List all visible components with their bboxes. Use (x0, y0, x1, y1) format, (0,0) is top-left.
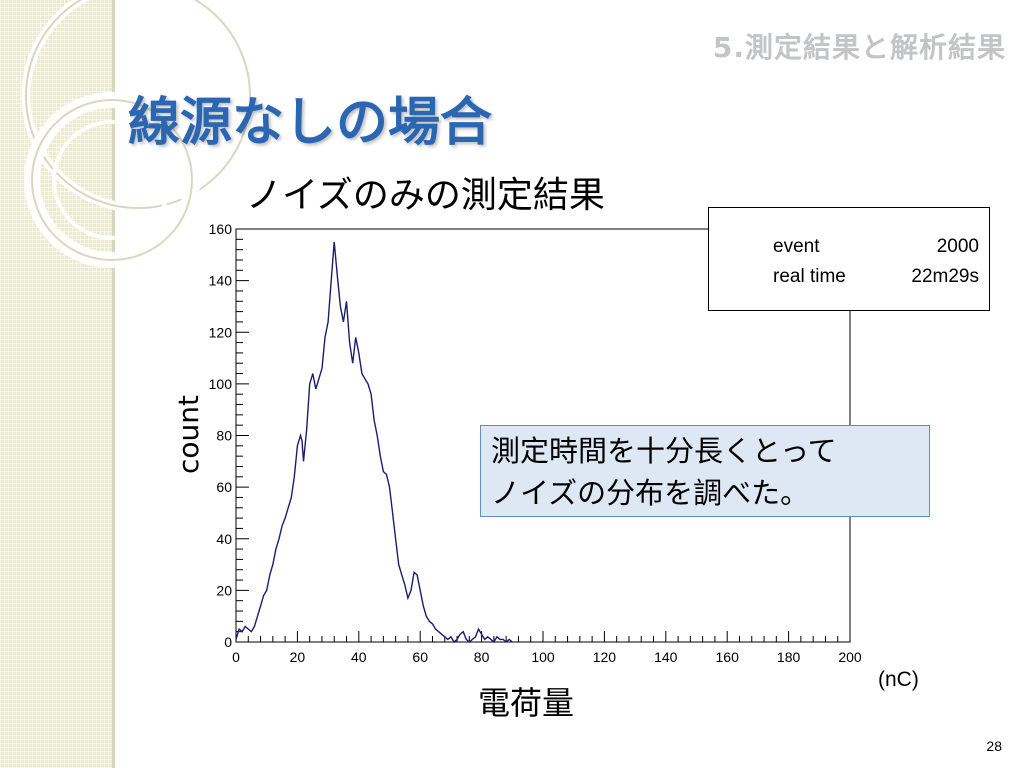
stats-row-events: event 2000 (773, 236, 979, 258)
axis-tick-labels: 0 20 40 60 80 100 120 140 160 180 200 0 20 40 60 80 100 1… (209, 221, 862, 665)
x-tick-label: 0 (232, 649, 240, 665)
section-heading: 5.測定結果と解析結果 (712, 31, 1006, 64)
y-tick-label: 20 (216, 582, 232, 598)
y-axis-label: count (172, 395, 205, 474)
x-axis-unit: (nC) (878, 668, 919, 691)
x-tick-label: 160 (716, 649, 740, 665)
sidebar-edge (112, 0, 115, 768)
slide-title: 線源なしの場合 (128, 93, 493, 153)
callout-line-1: 測定時間を十分長くとって (491, 434, 837, 468)
y-tick-label: 80 (216, 428, 232, 444)
x-tick-label: 200 (838, 649, 862, 665)
y-tick-label: 40 (216, 531, 232, 547)
stats-label-real-time: real time (773, 266, 846, 287)
x-tick-label: 20 (290, 649, 306, 665)
stats-row-time: real time 22m29s (773, 266, 979, 288)
stats-value-event: 2000 (936, 236, 979, 257)
chart-subtitle: ノイズのみの測定結果 (246, 175, 605, 216)
y-tick-label: 100 (209, 376, 233, 392)
x-tick-label: 120 (593, 649, 617, 665)
callout-line-2: ノイズの分布を調べた。 (491, 476, 810, 510)
stats-box: event 2000 real time 22m29s (708, 207, 990, 311)
y-tick-label: 160 (209, 221, 233, 237)
x-tick-label: 60 (412, 649, 428, 665)
x-axis-label: 電荷量 (478, 684, 575, 722)
x-tick-label: 140 (654, 649, 678, 665)
series-line-noise (235, 241, 513, 644)
x-tick-label: 40 (351, 649, 367, 665)
x-tick-label: 180 (777, 649, 801, 665)
page-number: 28 (986, 738, 1002, 754)
stats-label-event: event (773, 236, 820, 257)
x-tick-label: 80 (474, 649, 490, 665)
y-tick-label: 0 (224, 634, 232, 650)
stats-value-real-time: 22m29s (911, 266, 979, 287)
y-tick-label: 60 (216, 479, 232, 495)
callout-box: 測定時間を十分長くとって ノイズの分布を調べた。 (480, 425, 930, 517)
x-tick-label: 100 (531, 649, 555, 665)
y-tick-label: 140 (209, 273, 233, 289)
y-tick-label: 120 (209, 324, 233, 340)
